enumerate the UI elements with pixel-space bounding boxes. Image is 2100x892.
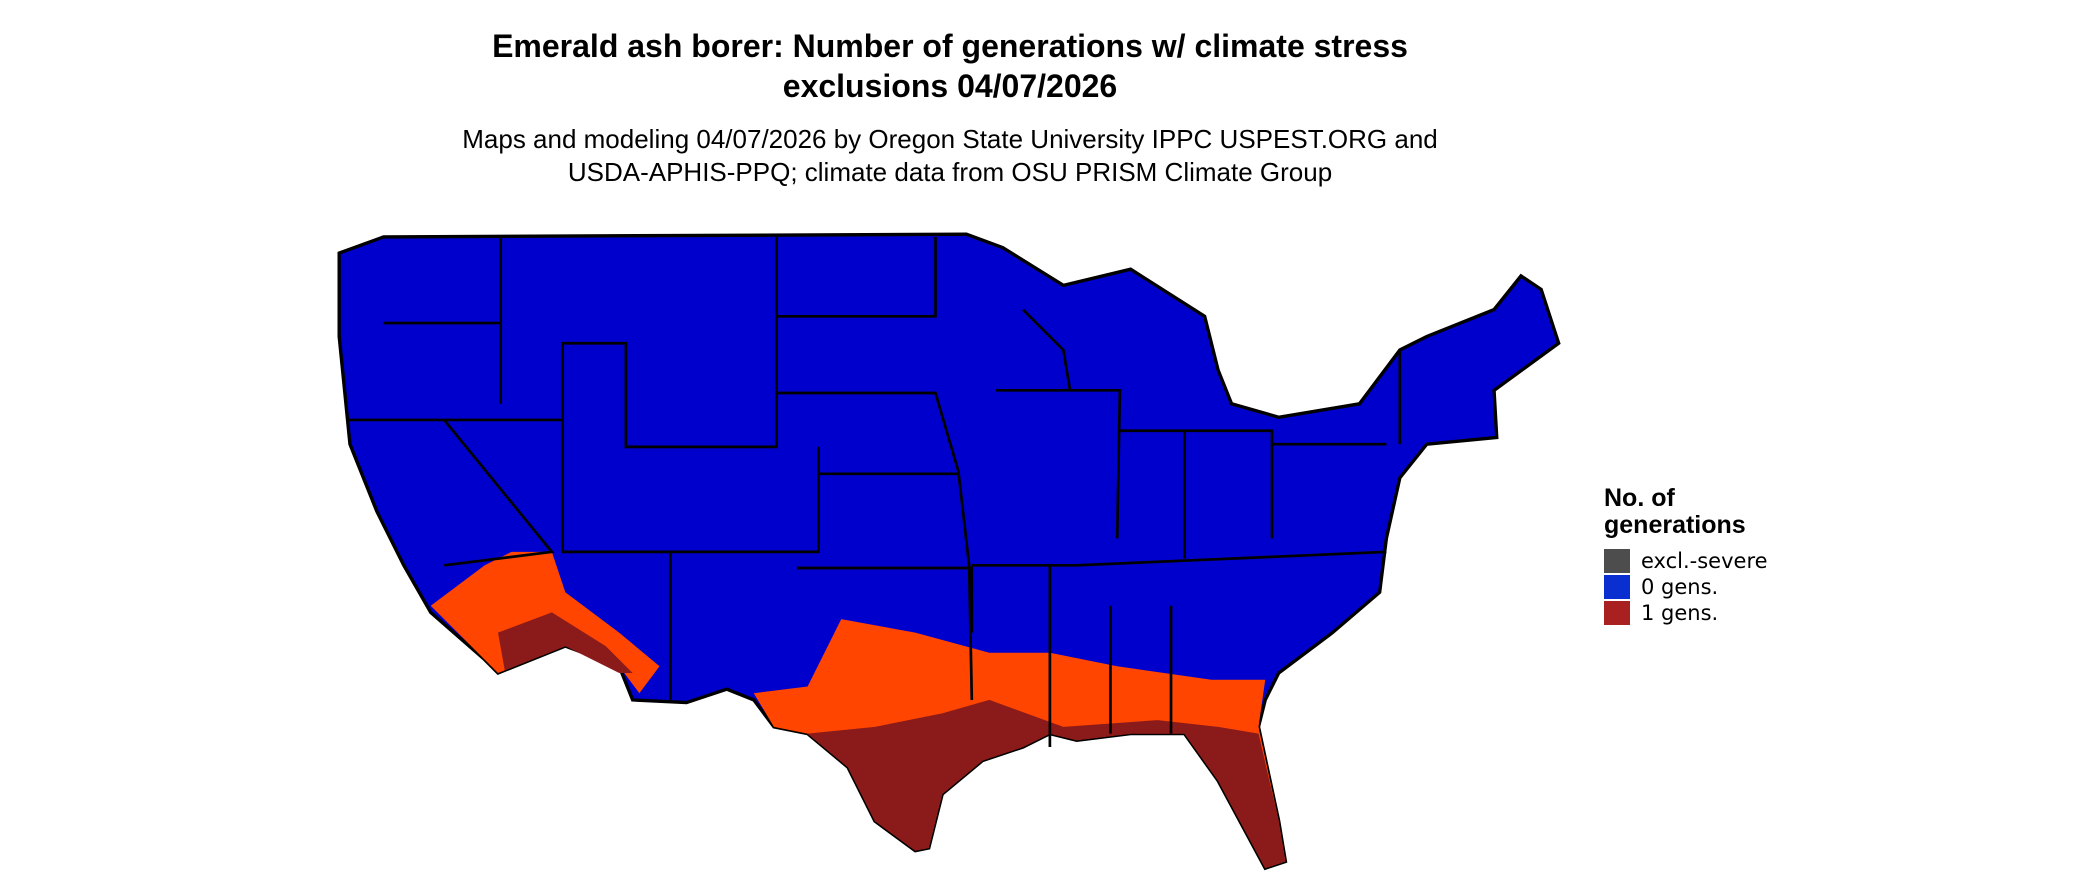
state-lines (347, 236, 1402, 748)
region-1-gen-dark (807, 699, 1286, 869)
region-southwest-dark (498, 612, 633, 673)
title: exclusions 04/07/2026 (783, 68, 1117, 104)
legend-label: 0 gens. (1641, 575, 1718, 599)
legend-swatch (1604, 601, 1630, 625)
subtitle: Maps and modeling 04/07/2026 by Oregon S… (462, 124, 1438, 154)
legend-label: excl.-severe (1641, 549, 1768, 573)
legend-swatch (1604, 549, 1630, 573)
legend-label: 1 gens. (1641, 601, 1718, 625)
legend-title: generations (1604, 511, 1746, 539)
legend-title: No. of (1604, 484, 1675, 512)
title: Emerald ash borer: Number of generations… (492, 28, 1408, 64)
subtitle: USDA-APHIS-PPQ; climate data from OSU PR… (568, 157, 1332, 187)
legend-swatch (1604, 575, 1630, 599)
map (337, 232, 1561, 871)
